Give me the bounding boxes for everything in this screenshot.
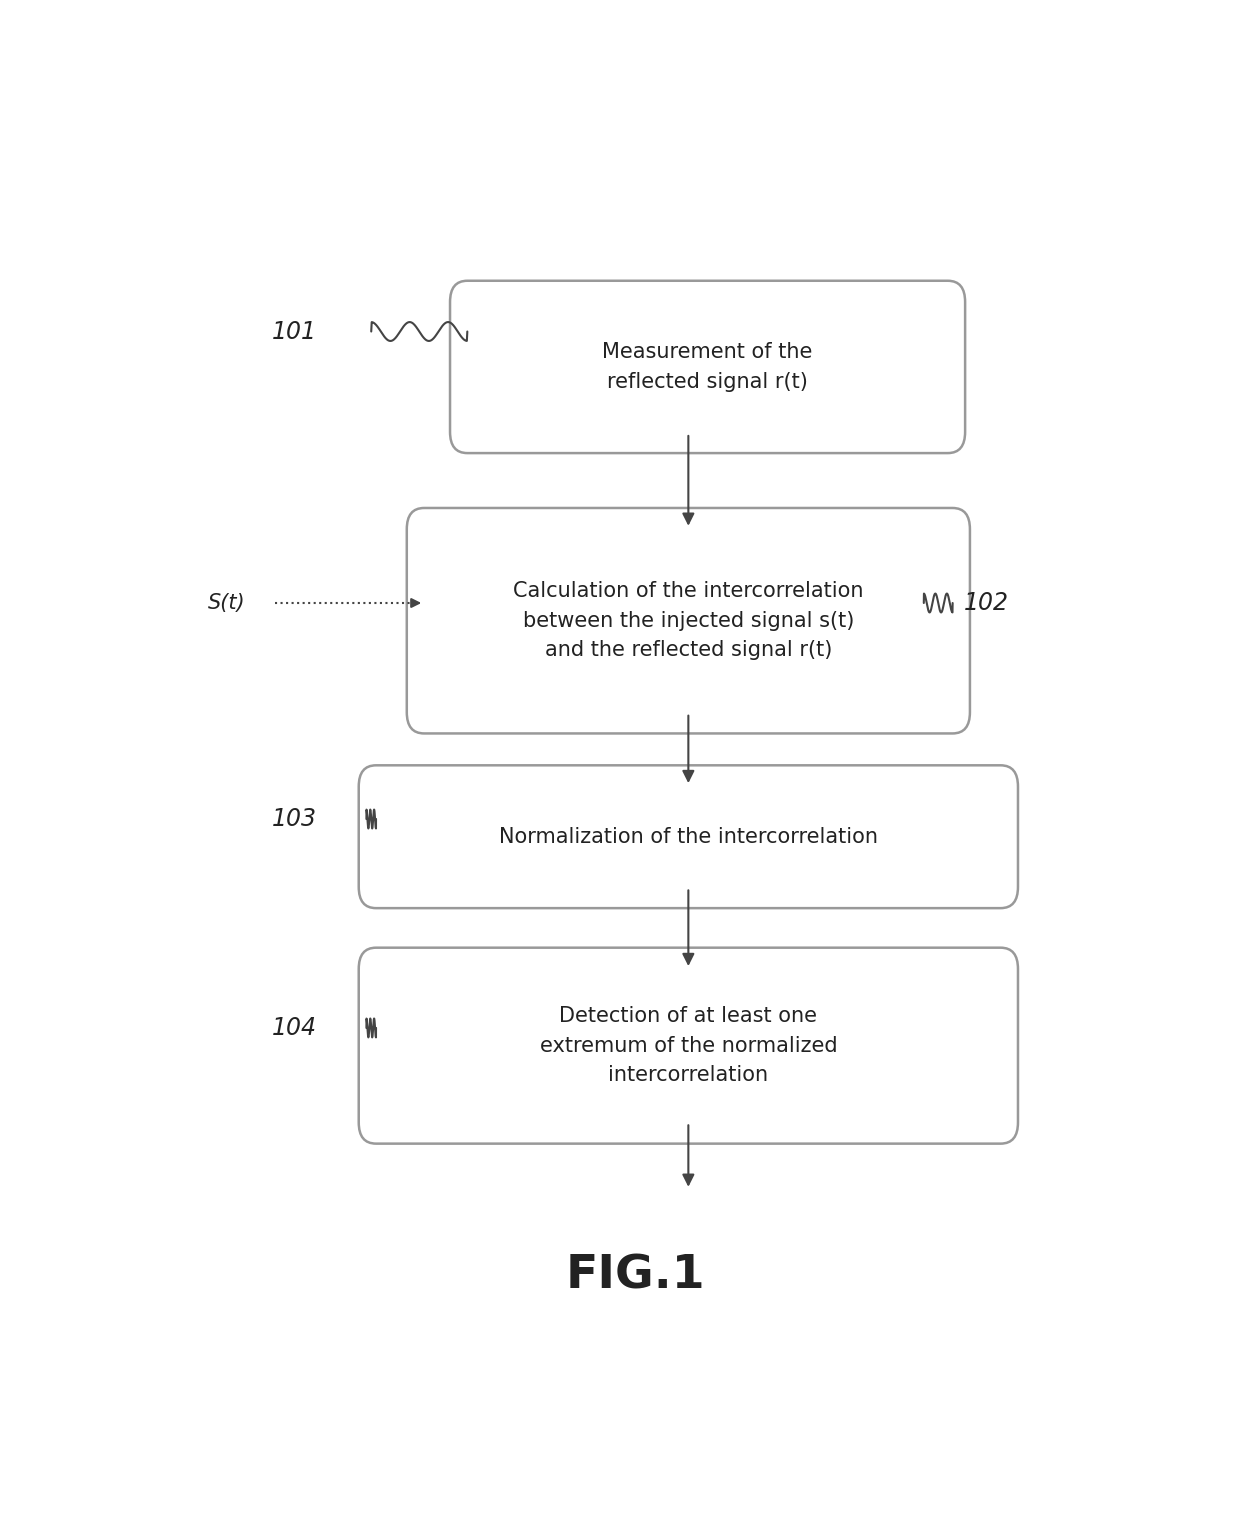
FancyBboxPatch shape [358,947,1018,1144]
Text: FIG.1: FIG.1 [565,1254,706,1298]
Text: S(t): S(t) [208,593,246,613]
Text: 103: 103 [272,806,317,831]
FancyBboxPatch shape [407,507,970,733]
Text: Calculation of the intercorrelation
between the injected signal s(t)
and the ref: Calculation of the intercorrelation betw… [513,581,863,661]
FancyBboxPatch shape [358,765,1018,908]
Text: Measurement of the
reflected signal r(t): Measurement of the reflected signal r(t) [603,342,812,392]
Text: 101: 101 [272,319,317,343]
FancyBboxPatch shape [450,281,965,454]
Text: 102: 102 [963,592,1009,615]
Text: 104: 104 [272,1016,317,1039]
Text: Normalization of the intercorrelation: Normalization of the intercorrelation [498,826,878,846]
Text: Detection of at least one
extremum of the normalized
intercorrelation: Detection of at least one extremum of th… [539,1006,837,1085]
